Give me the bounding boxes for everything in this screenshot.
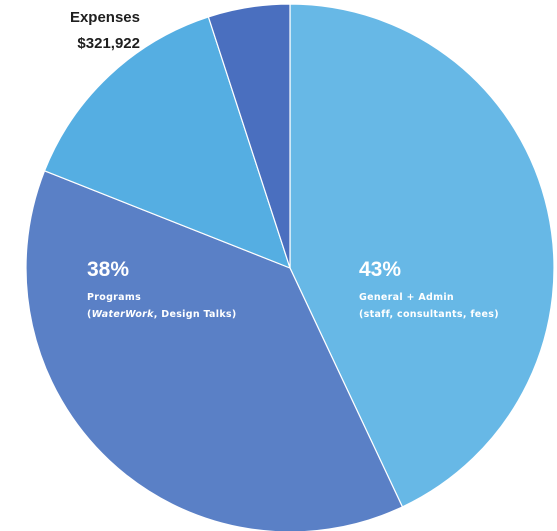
slice-other-b	[207, 3, 291, 269]
chart-total: $321,922	[77, 35, 140, 52]
pie-slices	[25, 3, 555, 531]
chart-title-block: Expenses $321,922	[0, 5, 140, 57]
chart-title: Expenses	[69, 9, 140, 26]
slice-programs	[25, 170, 404, 531]
slice-label-general-admin-name: General + Admin	[359, 292, 454, 303]
slice-label-programs-percent: 38%	[87, 258, 129, 281]
slice-label-programs-name: Programs	[87, 292, 141, 303]
slice-label-general-admin-detail: (staff, consultants, fees)	[359, 309, 499, 320]
slice-general-admin	[289, 3, 555, 508]
slice-label-general-admin-percent: 43%	[359, 258, 401, 281]
slice-label-programs-detail: (WaterWork, Design Talks)	[87, 309, 237, 320]
